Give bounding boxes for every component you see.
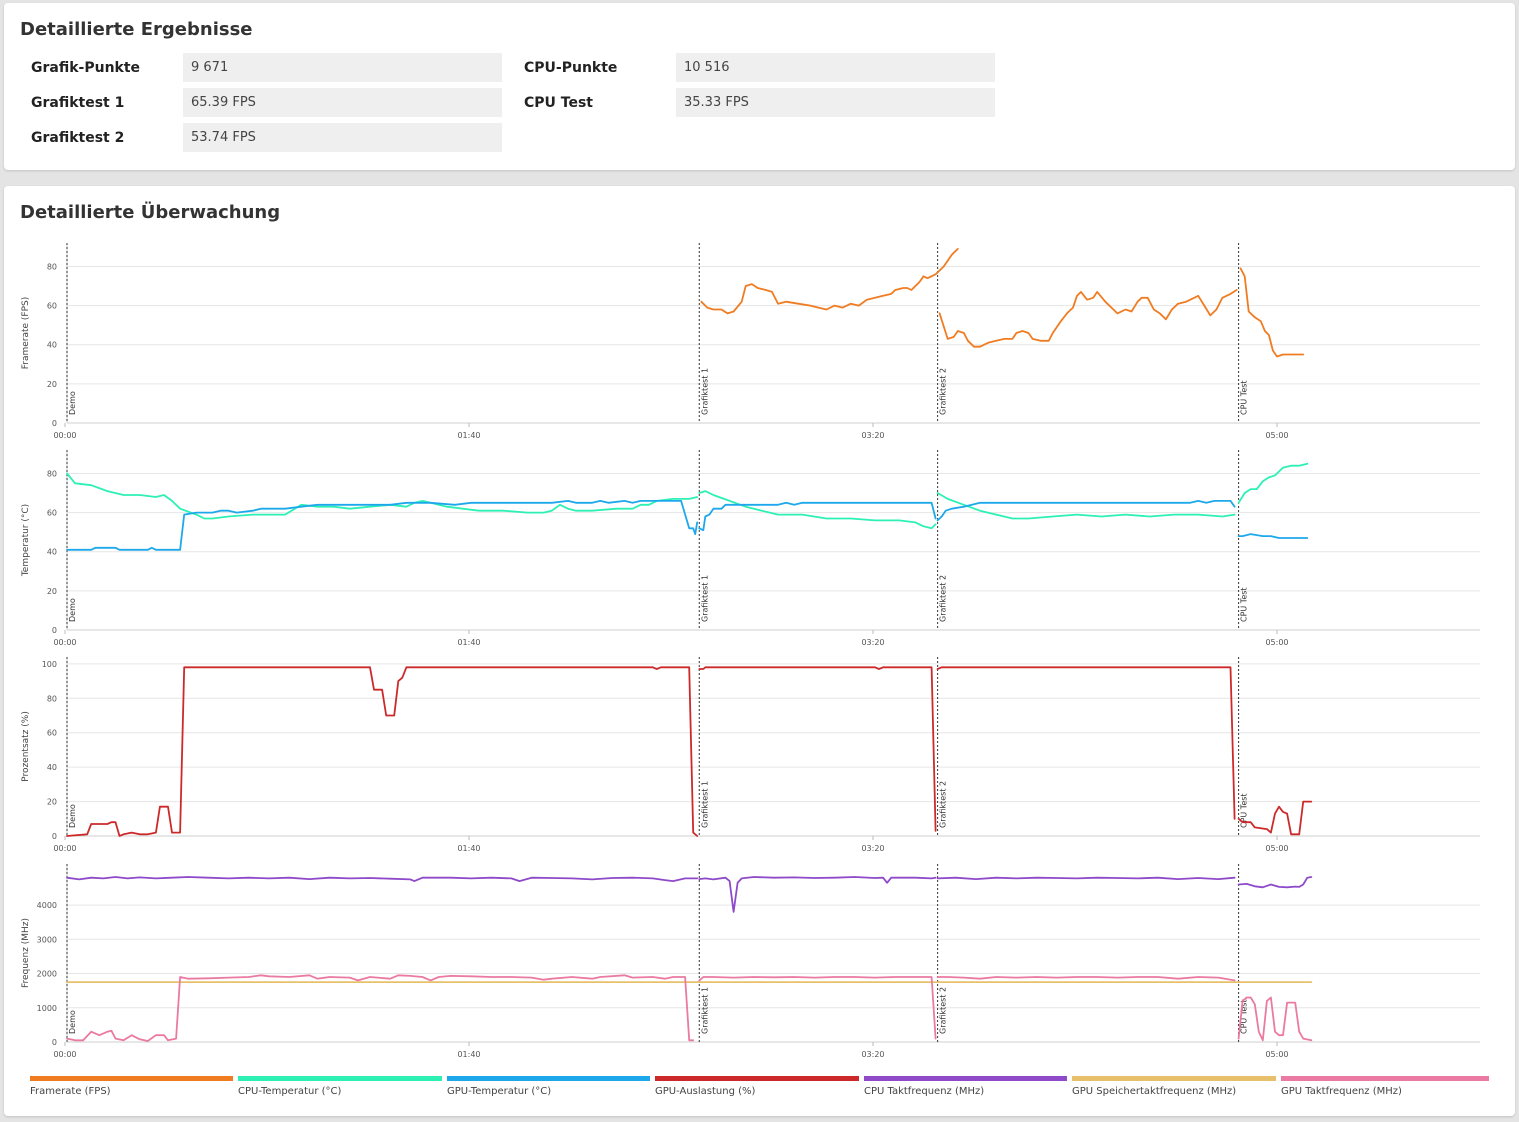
legend-item-gpu-load[interactable]: GPU-Auslastung (%) bbox=[655, 1076, 859, 1106]
legend-swatch bbox=[1281, 1076, 1489, 1081]
legend-swatch bbox=[1072, 1076, 1276, 1081]
legend-item-gpu-temp[interactable]: GPU-Temperatur (°C) bbox=[447, 1076, 650, 1106]
result-label-cpu-score: CPU-Punkte bbox=[524, 60, 618, 76]
legend-label: GPU Speichertaktfrequenz (MHz) bbox=[1072, 1086, 1237, 1097]
result-value-graphics-test-2: 53.74 FPS bbox=[183, 123, 502, 152]
result-label-graphics-score: Grafik-Punkte bbox=[31, 60, 141, 76]
result-value-cpu-score: 10 516 bbox=[676, 53, 995, 82]
result-value-graphics-test-1: 65.39 FPS bbox=[183, 88, 502, 117]
legend-swatch bbox=[238, 1076, 442, 1081]
result-value-cpu-test: 35.33 FPS bbox=[676, 88, 995, 117]
legend-swatch bbox=[864, 1076, 1067, 1081]
results-card: Detaillierte Ergebnisse Grafik-Punkte 9 … bbox=[4, 3, 1515, 170]
legend-item-framerate[interactable]: Framerate (FPS) bbox=[30, 1076, 233, 1106]
result-label-cpu-test: CPU Test bbox=[524, 95, 593, 111]
legend-swatch bbox=[30, 1076, 233, 1081]
legend-item-gpu-clock[interactable]: GPU Taktfrequenz (MHz) bbox=[1281, 1076, 1489, 1106]
monitoring-title: Detaillierte Überwachung bbox=[20, 202, 281, 223]
result-label-graphics-test-2: Grafiktest 2 bbox=[31, 130, 125, 146]
legend-label: CPU Taktfrequenz (MHz) bbox=[864, 1086, 985, 1097]
legend-swatch bbox=[655, 1076, 859, 1081]
legend-swatch bbox=[447, 1076, 650, 1081]
legend-label: GPU-Auslastung (%) bbox=[655, 1086, 756, 1097]
legend-item-gpu-mem-clock[interactable]: GPU Speichertaktfrequenz (MHz) bbox=[1072, 1076, 1276, 1106]
legend-label: Framerate (FPS) bbox=[30, 1086, 111, 1097]
legend-item-cpu-temp[interactable]: CPU-Temperatur (°C) bbox=[238, 1076, 442, 1106]
result-label-graphics-test-1: Grafiktest 1 bbox=[31, 95, 125, 111]
legend-label: GPU-Temperatur (°C) bbox=[447, 1086, 552, 1097]
results-title: Detaillierte Ergebnisse bbox=[20, 19, 253, 40]
monitoring-card: Detaillierte Überwachung bbox=[4, 186, 1515, 1116]
legend-item-cpu-clock[interactable]: CPU Taktfrequenz (MHz) bbox=[864, 1076, 1067, 1106]
legend-label: CPU-Temperatur (°C) bbox=[238, 1086, 342, 1097]
legend-label: GPU Taktfrequenz (MHz) bbox=[1281, 1086, 1402, 1097]
result-value-graphics-score: 9 671 bbox=[183, 53, 502, 82]
